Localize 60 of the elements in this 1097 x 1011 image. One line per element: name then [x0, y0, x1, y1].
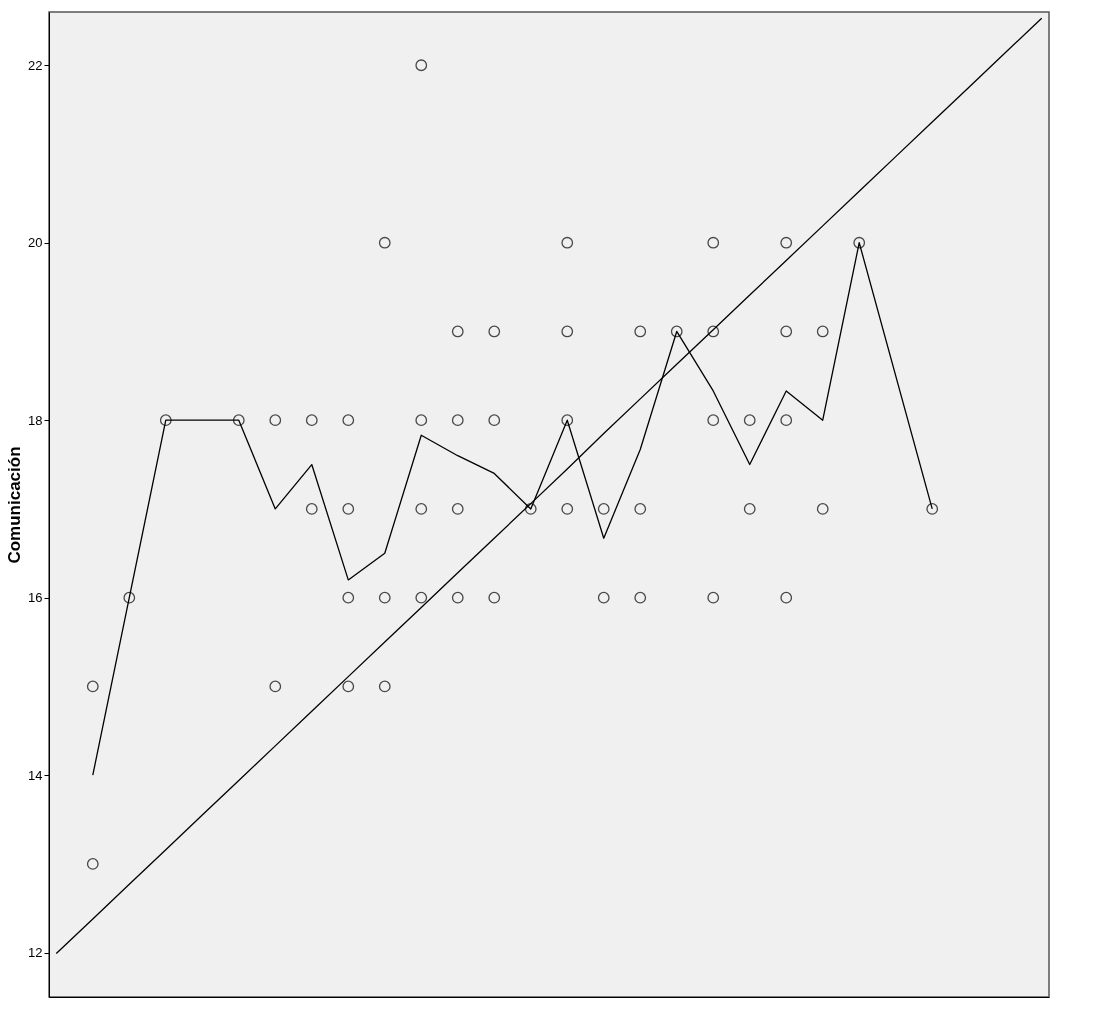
y-tick-label: 14 — [28, 767, 43, 783]
point — [232, 414, 245, 427]
point — [488, 414, 501, 427]
point — [488, 325, 501, 338]
point — [780, 325, 793, 338]
point — [780, 591, 793, 604]
point — [342, 680, 355, 693]
point — [561, 236, 574, 249]
y-tick-label: 20 — [28, 235, 43, 251]
point — [524, 503, 537, 515]
point — [415, 591, 428, 604]
point — [86, 680, 99, 693]
point — [342, 414, 355, 427]
point — [378, 236, 391, 249]
y-axis-title: Comunicación — [5, 446, 25, 564]
point — [926, 503, 939, 515]
point — [634, 325, 647, 338]
point — [415, 503, 428, 515]
point — [780, 236, 793, 249]
point — [378, 591, 391, 604]
point — [451, 414, 464, 427]
point — [634, 591, 647, 604]
point — [597, 503, 610, 515]
point — [451, 325, 464, 338]
point — [561, 414, 574, 427]
point — [707, 414, 720, 427]
point — [305, 503, 318, 515]
point — [342, 503, 355, 515]
point — [342, 591, 355, 604]
point — [378, 680, 391, 693]
point — [451, 503, 464, 515]
point — [707, 236, 720, 249]
point — [561, 503, 574, 515]
point — [853, 236, 866, 249]
y-tick-label: 16 — [28, 590, 43, 606]
y-tick-label: 22 — [28, 57, 43, 73]
point — [816, 325, 829, 338]
point — [743, 503, 756, 515]
point — [269, 414, 282, 427]
point — [305, 414, 318, 427]
point — [561, 325, 574, 338]
point — [707, 591, 720, 604]
point — [451, 591, 464, 604]
point — [415, 414, 428, 427]
point — [269, 680, 282, 693]
point — [123, 591, 136, 604]
point — [670, 325, 683, 338]
point — [743, 414, 756, 427]
line-series — [55, 17, 1043, 955]
y-tick-label: 12 — [28, 945, 43, 961]
point — [488, 591, 501, 604]
point — [159, 414, 172, 427]
point — [816, 503, 829, 515]
point — [707, 325, 720, 338]
point — [597, 591, 610, 604]
point — [86, 858, 99, 870]
y-tick-label: 18 — [28, 412, 43, 428]
point — [780, 414, 793, 427]
point — [415, 59, 428, 72]
point — [634, 503, 647, 515]
